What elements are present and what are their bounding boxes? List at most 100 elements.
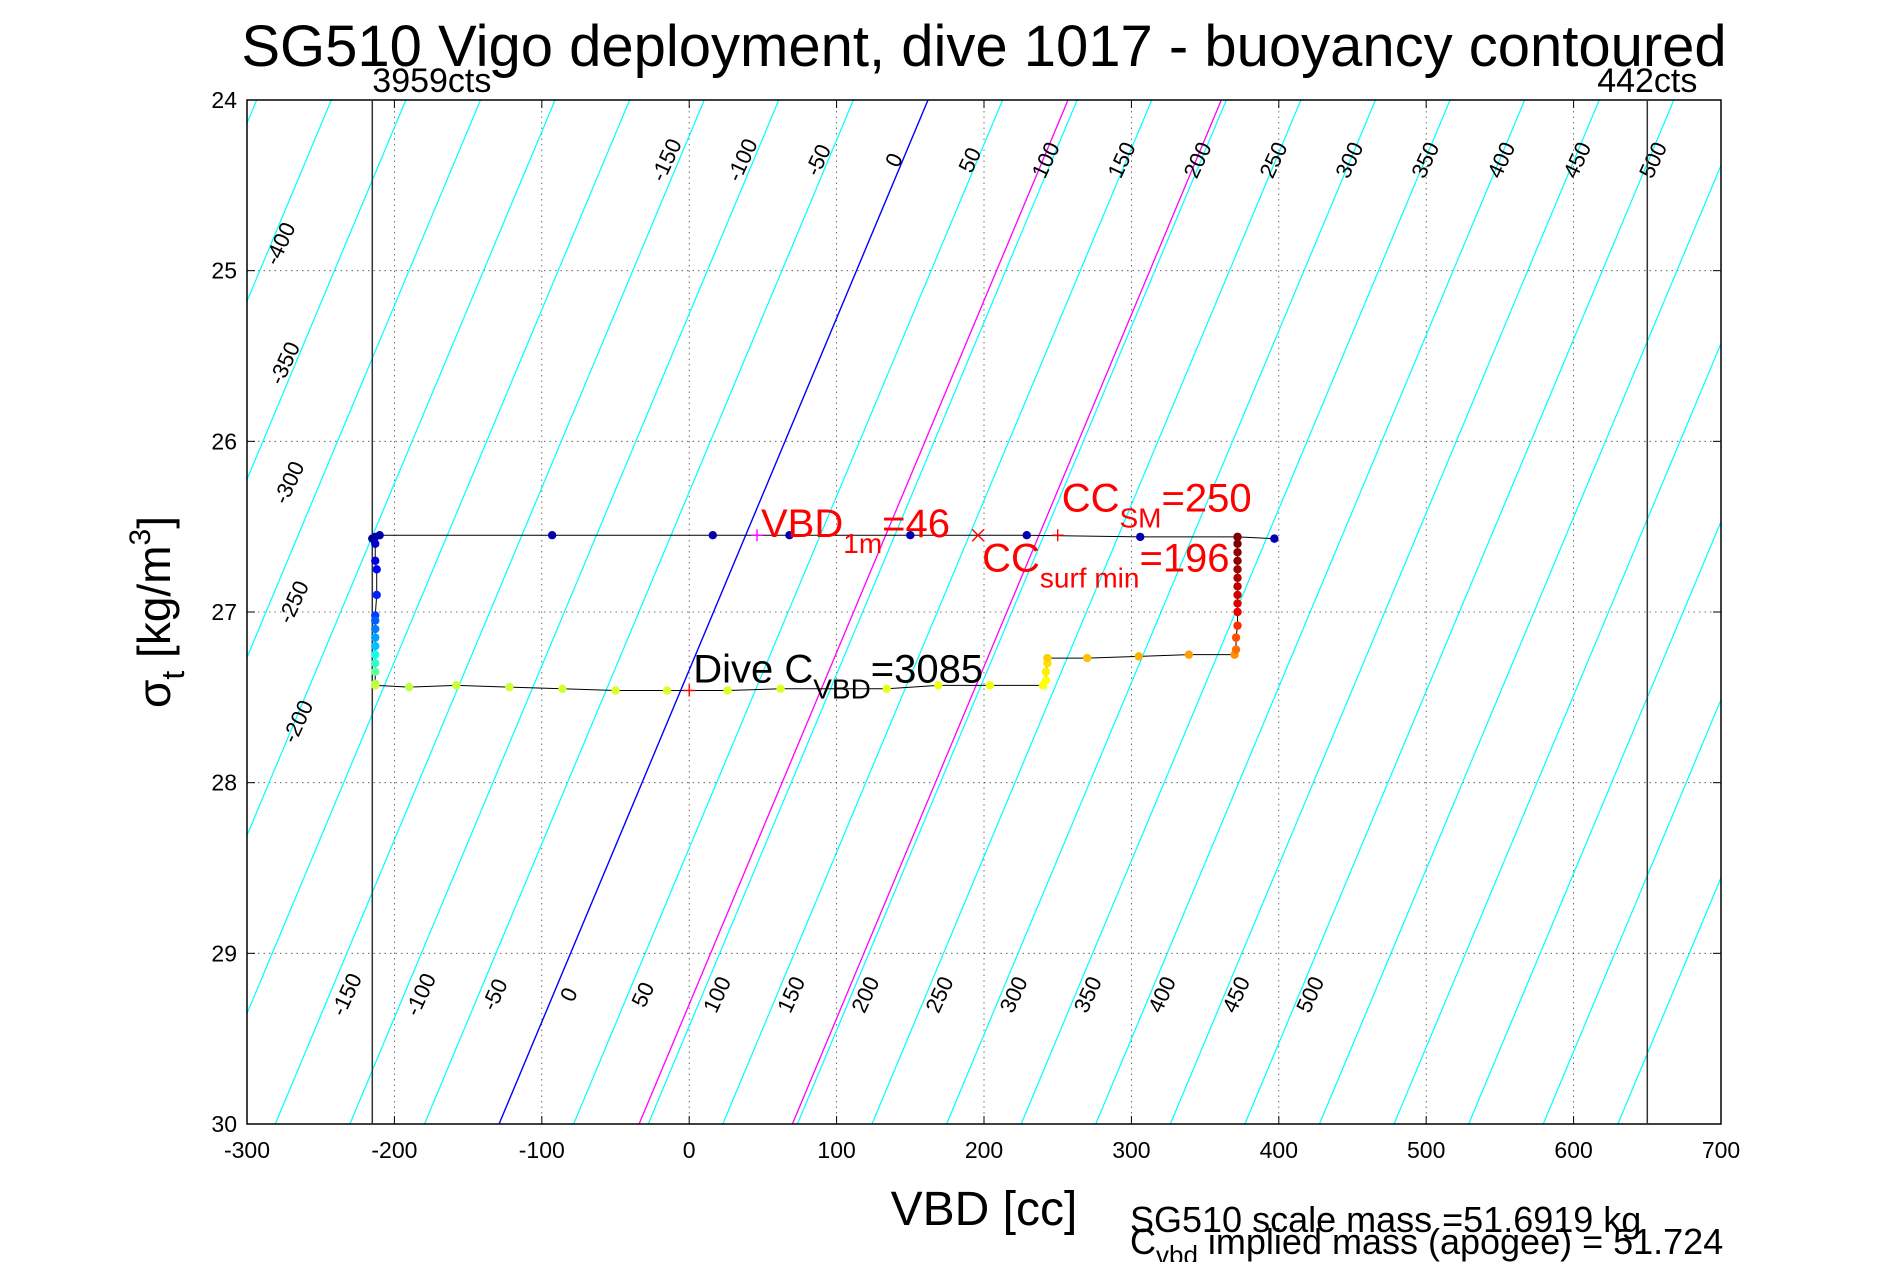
contour-line [1393,341,1721,1124]
y-axis-label-close: ] [128,516,180,529]
dive-point [372,565,381,574]
contour-line [247,100,332,303]
dive-point [371,659,380,668]
y-tick-label: 28 [211,770,237,796]
contour-line [247,100,482,659]
contour-line [247,100,407,481]
vbd-limit-lines: 3959cts 442cts [371,62,1697,1124]
annotation-main: CC [1062,477,1120,521]
contour-label: 150 [1103,138,1141,182]
dive-point [375,531,384,540]
footer-scale-mass: SG510 scale mass =51.6919 kg [1130,1199,1641,1240]
contour-line-highlight [791,100,1222,1124]
x-tick-label: 500 [1407,1137,1445,1163]
contour-label: 500 [1291,973,1329,1017]
dive-point [611,686,620,695]
annotation-label: CCSM=250 [1062,477,1252,534]
contour-line [871,100,1302,1124]
dive-point [452,681,461,690]
footer-implied-mass-main: C [1130,1221,1156,1262]
annotation-label: VBD1m=46 [761,502,950,559]
x-marker [971,528,985,542]
footer-implied-mass-tail: implied mass (apogee) = 51.724 [1198,1221,1723,1262]
buoyancy-contours [247,100,1721,1124]
dive-point [662,686,672,695]
contour-line [796,100,1227,1124]
x-tick-label: -200 [371,1137,417,1163]
contour-label: 450 [1217,973,1255,1017]
contour-line [1244,100,1675,1124]
annotation-tail: =250 [1161,477,1251,521]
contour-line [247,100,631,1016]
dive-point [1043,653,1052,663]
contour-line [247,100,556,838]
contour-line [1095,100,1526,1124]
x-axis-label: VBD [cc] [891,1183,1078,1236]
axis-ticks: -300 -200 -100 0 100 200 300 400 500 600 700242526… [211,87,1740,1163]
contour-line-highlight [638,100,1069,1124]
dive-point [882,684,891,693]
dive-point [558,684,567,693]
contour-label: -150 [326,969,367,1019]
dive-point [372,590,381,600]
contour-line [1617,876,1721,1124]
y-axis-label: σt [kg/m3] [124,516,191,708]
annotation-tail: =196 [1139,536,1229,580]
x-tick-label: 0 [683,1137,696,1163]
annotation-label: CCsurf min=196 [982,536,1229,593]
dive-point [1136,532,1145,542]
contour-label: 250 [1254,138,1292,182]
contour-labels: -150 -100 -50 0 50 100 150 200 250 300 350 400 450 50… [259,135,1672,1020]
x-tick-label: 600 [1554,1137,1592,1163]
dive-point [785,531,794,540]
contour-line [647,100,1078,1124]
dive-point [1233,532,1242,542]
contour-line [1318,163,1721,1124]
contour-label: 350 [1406,138,1444,182]
y-axis-label-sup: 3 [124,529,157,546]
dive-point [1233,607,1242,617]
dive-point [1233,548,1242,557]
annotation-sub: surf min [1040,562,1140,593]
contour-label: 100 [698,973,736,1017]
dive-point [371,641,380,651]
contour-label: 150 [772,973,810,1017]
dive-series [368,531,1279,695]
annotation-sub: VBD [813,673,871,704]
x-tick-label: -300 [224,1137,270,1163]
grid-lines [247,100,1721,1124]
dive-point [371,667,380,676]
dive-point [776,684,785,693]
x-tick-label: -100 [519,1137,565,1163]
x-tick-label: 200 [965,1137,1003,1163]
contour-label: 250 [920,973,958,1017]
dive-point [371,633,380,642]
y-axis-label-rest: [kg/m [128,545,180,670]
dive-point [1082,653,1092,663]
annotation-main: Dive C [693,647,813,691]
contour-label: -150 [646,135,687,185]
annotation-tail: =46 [882,502,950,546]
contour-label: 400 [1482,138,1520,182]
y-tick-label: 30 [211,1111,237,1137]
dive-point [371,624,380,634]
x-tick-label: 700 [1702,1137,1740,1163]
dive-point [371,556,380,565]
chart-title: SG510 Vigo deployment, dive 1017 - buoya… [241,14,1726,79]
contour-label: -100 [400,969,441,1019]
dive-point [547,531,557,540]
annotation-main: CC [982,536,1040,580]
footer-implied-mass-sub: vbd [1156,1240,1198,1262]
contour-label: 450 [1558,138,1596,182]
plus-marker [751,529,764,542]
contour-label: 350 [1069,973,1107,1017]
contour-line [274,100,705,1124]
dive-point [934,681,943,690]
contour-label: -250 [273,577,314,627]
contour-line [1169,100,1600,1124]
contour-label: -100 [721,135,762,185]
y-tick-label: 25 [211,258,237,284]
y-tick-label: 24 [211,87,237,113]
dive-point [1233,556,1242,565]
